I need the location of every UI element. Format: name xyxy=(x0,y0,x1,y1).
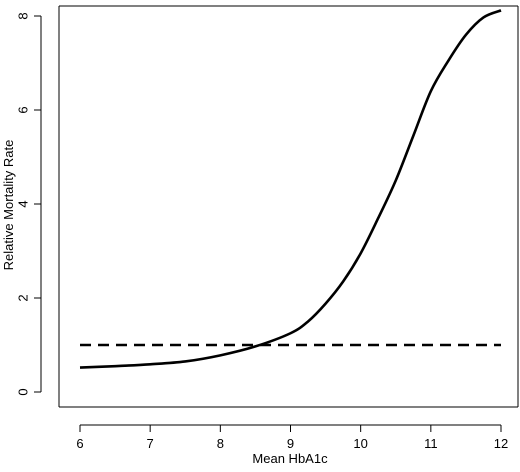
y-tick-label: 4 xyxy=(16,200,31,207)
y-axis-ticks: 0 2 4 6 8 xyxy=(16,12,41,396)
x-axis-ticks: 6 7 8 9 10 11 12 xyxy=(76,425,508,451)
y-tick-label: 0 xyxy=(16,388,31,395)
y-tick-label: 2 xyxy=(16,294,31,301)
x-tick-label: 6 xyxy=(76,436,83,451)
series-group xyxy=(79,9,502,369)
x-tick-label: 9 xyxy=(287,436,294,451)
x-tick-label: 7 xyxy=(147,436,154,451)
x-axis-title: Mean HbA1c xyxy=(252,451,328,466)
mortality-curve-line xyxy=(79,9,502,369)
x-tick-label: 8 xyxy=(217,436,224,451)
y-tick-label: 8 xyxy=(16,12,31,19)
x-tick-label: 12 xyxy=(494,436,508,451)
x-tick-label: 10 xyxy=(353,436,367,451)
y-tick-label: 6 xyxy=(16,106,31,113)
y-axis-title: Relative Mortality Rate xyxy=(1,140,16,271)
x-tick-label: 11 xyxy=(424,436,438,451)
